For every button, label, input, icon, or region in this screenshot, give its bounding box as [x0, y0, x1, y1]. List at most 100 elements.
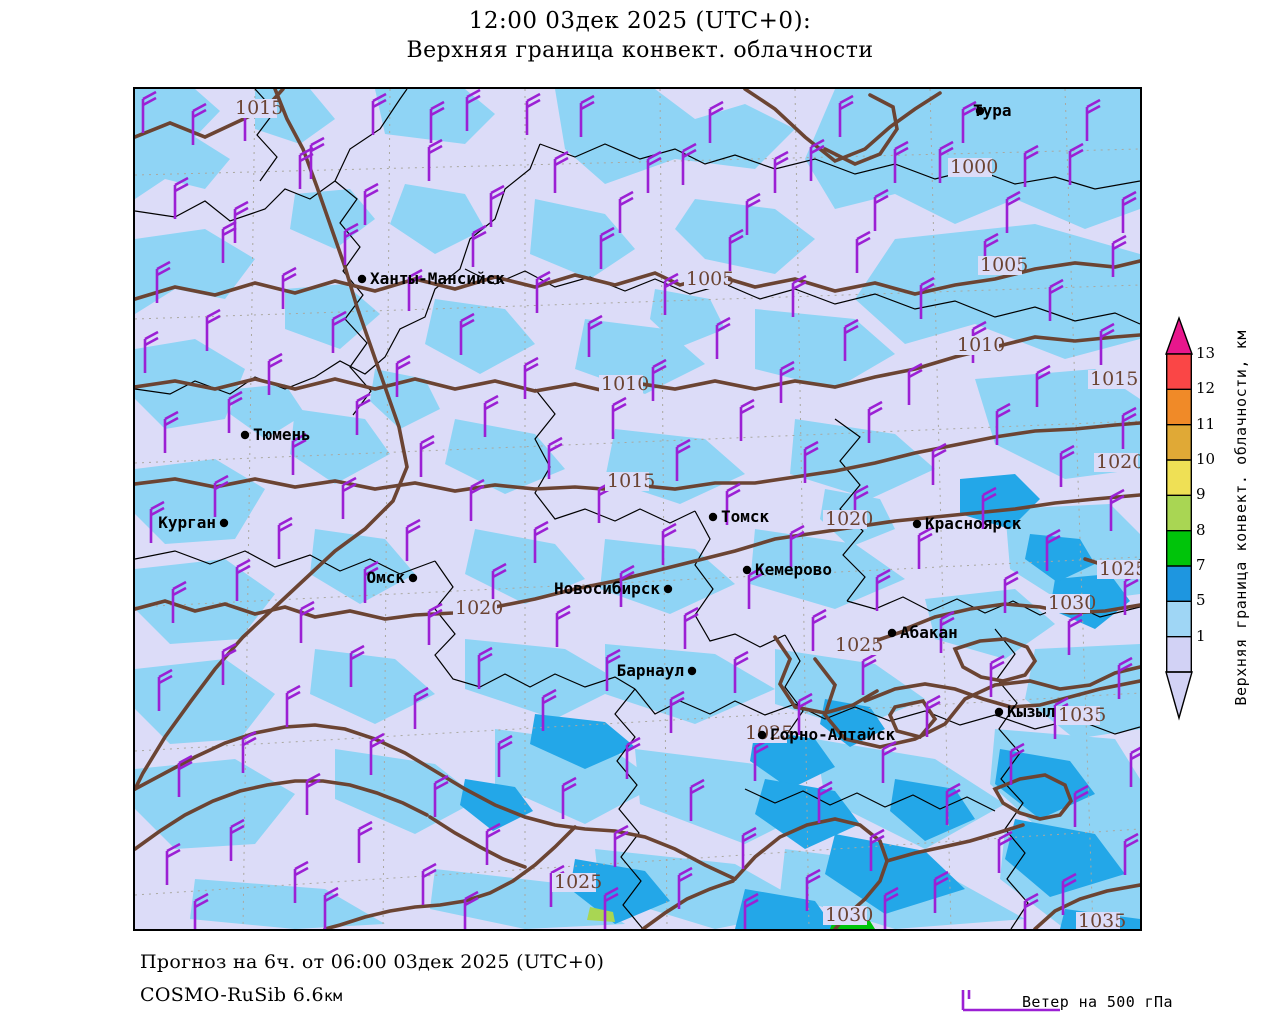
city-dot [687, 666, 697, 676]
isobar-label-bg [1097, 560, 1140, 579]
colorbar-swatch-10 [1166, 460, 1192, 496]
isobar-label-bg [599, 375, 643, 394]
isobar-label-7: 1015 [607, 470, 655, 492]
isobar-label-11: 1025 [1099, 558, 1140, 580]
colorbar-tick-9: 9 [1196, 485, 1206, 504]
isobar-labels: 1015 1000 1005 1005 1010 1010 1015 1015 1020 1020… [233, 97, 1140, 929]
isobar-label-12: 1030 [1048, 592, 1096, 614]
isobar-label-bg [1046, 594, 1090, 613]
isobar-label-bg [1088, 370, 1132, 389]
isobar-label-bg [1076, 912, 1120, 929]
isobar-label-bg [823, 510, 867, 529]
city-markers: Тура Ханты-Мансийск Тюмень Курган Томск Красн… [158, 101, 1055, 744]
colorbar-tick-10: 10 [1196, 450, 1216, 468]
isobar-label-2: 1005 [686, 268, 734, 290]
isobar-label-17: 1035 [1078, 910, 1126, 929]
city-dot [708, 512, 718, 522]
city-label-3: Курган [158, 513, 216, 532]
map-canvas[interactable]: 1015 1000 1005 1005 1010 1010 1015 1015 1020 1020… [135, 89, 1140, 929]
city-label-5: Красноярск [925, 514, 1022, 533]
city-label-9: Абакан [900, 623, 958, 642]
title-line-1: 12:00 03дек 2025 (UTC+0): [468, 8, 812, 34]
city-label-6: Омск [366, 568, 405, 587]
city-dot [887, 628, 897, 638]
colorbar-swatch-5 [1166, 601, 1192, 638]
colorbar-tick-12: 12 [1196, 379, 1216, 398]
city-dot [219, 518, 229, 528]
isobar-label-0: 1015 [235, 97, 283, 119]
isobar-label-bg [955, 336, 999, 355]
isobar-label-bg [833, 636, 877, 655]
isobar-label-8: 1020 [1096, 451, 1140, 473]
isobar-label-bg [552, 873, 596, 892]
isobar-label-13: 1025 [835, 634, 883, 656]
isobar-label-3: 1005 [980, 254, 1028, 276]
city-dot [757, 730, 767, 740]
isobar-label-bg [1094, 453, 1138, 472]
title-line-2: Верхняя граница конвект. облачности [406, 38, 874, 63]
isobar-label-bg [233, 99, 277, 118]
isobar-label-6: 1015 [1090, 368, 1138, 390]
colorbar-tick-11: 11 [1196, 414, 1216, 433]
city-label-12: Кызыл [1007, 702, 1055, 721]
city-label-10: Барнаул [617, 661, 684, 680]
weather-map[interactable]: 1015 1000 1005 1005 1010 1010 1015 1015 1020 1020… [133, 87, 1142, 931]
city-dot [912, 519, 922, 529]
city-label-1: Ханты-Мансийск [370, 269, 505, 288]
city-label-8: Кемерово [755, 560, 832, 579]
city-dot [975, 106, 985, 116]
isobar-label-9: 1020 [825, 508, 873, 530]
colorbar-over-range [1165, 315, 1193, 355]
city-label-11: Горно-Алтайск [770, 725, 896, 744]
isobar-label-5: 1010 [957, 334, 1005, 356]
colorbar-tick-5: 5 [1196, 591, 1206, 610]
colorbar-swatch-9 [1166, 495, 1192, 532]
colorbar-axis-label-text: Верхняя граница конвект. облачности, км [1232, 330, 1250, 706]
isobar-label-15: 1025 [554, 871, 602, 893]
model-unit: км [323, 987, 343, 1005]
colorbar-swatch-8 [1166, 530, 1192, 567]
wind-legend-label: Ветер на 500 гПа [1022, 993, 1173, 1011]
colorbar-tick-8: 8 [1196, 520, 1206, 539]
isobar-label-bg [684, 270, 728, 289]
colorbar-tick-7: 7 [1196, 556, 1206, 574]
colorbar-tick-1: 1 [1196, 626, 1206, 645]
isobar-label-bg [978, 256, 1022, 275]
city-dot [357, 274, 367, 284]
model-name: COSMO-RuSib 6.6 [140, 984, 324, 1006]
isobar-label-bg [605, 472, 649, 491]
forecast-info-text: Прогноз на 6ч. от 06:00 03дек 2025 (UTC+… [140, 951, 605, 973]
city-dot [994, 707, 1004, 717]
isobar-label-10: 1020 [455, 597, 503, 619]
isobar-label-bg [453, 599, 497, 618]
colorbar-swatch-12 [1166, 389, 1192, 426]
isobar-label-4: 1010 [601, 373, 649, 395]
wind-legend-symbol [961, 990, 1060, 1012]
forecast-info: Прогноз на 6ч. от 06:00 03дек 2025 (UTC+… [140, 951, 604, 973]
city-label-0: Тура [973, 101, 1012, 120]
city-label-2: Тюмень [253, 425, 311, 444]
colorbar-tick-13: 13 [1196, 344, 1216, 362]
isobar-label-bg [1056, 706, 1100, 725]
isobar-label-16: 1030 [825, 904, 873, 926]
model-info: COSMO-RuSib 6.6км [140, 984, 343, 1006]
isobar-label-18: 1025 [745, 722, 793, 744]
city-dot [408, 573, 418, 583]
page-title: 12:00 03дек 2025 (UTC+0): Верхняя границ… [0, 6, 1280, 66]
isobar-label-14: 1035 [1058, 704, 1106, 726]
colorbar-swatch-1 [1166, 636, 1192, 673]
isobar-label-bg [823, 906, 867, 925]
city-dot [742, 565, 752, 575]
colorbar-graphic [1165, 315, 1193, 721]
city-label-4: Томск [721, 507, 770, 526]
colorbar-swatch-11 [1166, 424, 1192, 461]
city-dot [240, 430, 250, 440]
city-dot [663, 584, 673, 594]
colorbar-axis-label: Верхняя граница конвект. облачности, км [1232, 318, 1250, 718]
city-label-7: Новосибирск [554, 579, 660, 598]
colorbar-swatch-7 [1166, 566, 1192, 602]
isobar-label-1: 1000 [950, 156, 998, 178]
colorbar: 13 12 11 10 9 8 7 5 1 [1165, 315, 1215, 721]
isobar-label-bg [948, 158, 992, 177]
colorbar-swatch-13 [1166, 354, 1192, 390]
